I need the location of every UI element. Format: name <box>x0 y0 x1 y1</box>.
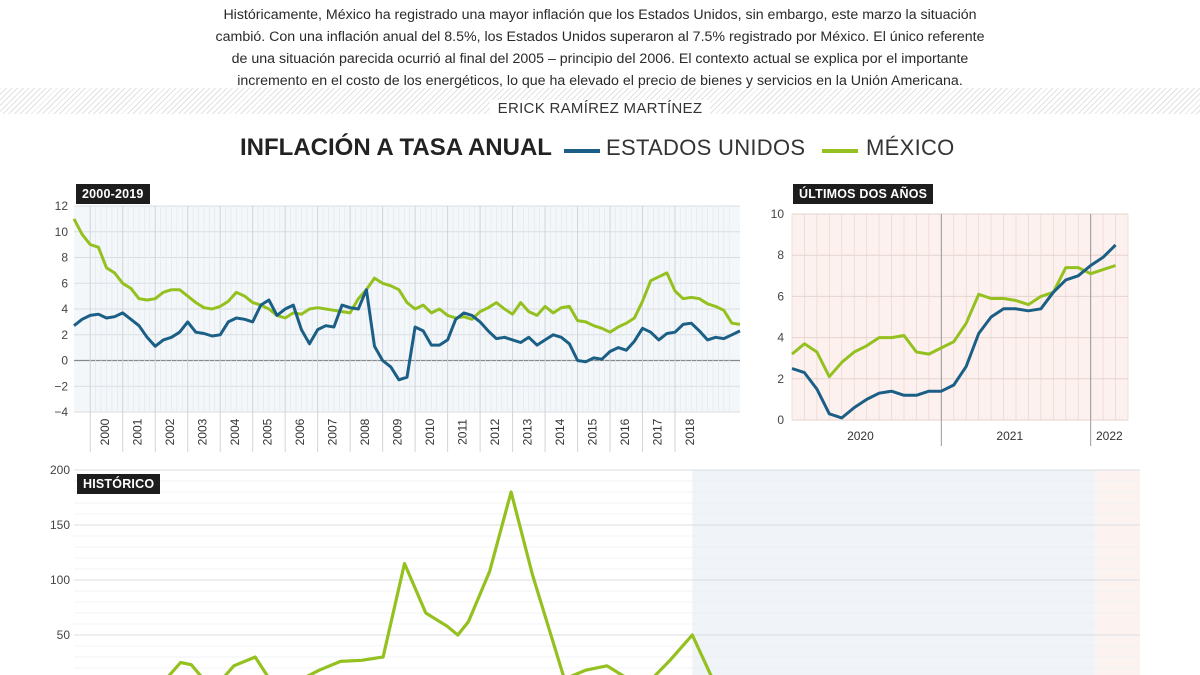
plot-background <box>792 214 1128 420</box>
x-tick-label: 2010 <box>423 418 437 445</box>
x-tick-label: 2022 <box>1096 429 1123 443</box>
x-tick-label: 2005 <box>261 418 275 445</box>
tag-historico: HISTÓRICO <box>77 474 161 494</box>
x-tick-label: 2018 <box>683 418 697 445</box>
y-tick-label: 0 <box>61 354 68 368</box>
tag-ultimos-dos-anos: ÚLTIMOS DOS AÑOS <box>793 184 934 204</box>
x-tick-label: 2012 <box>488 418 502 445</box>
legend-swatch-mx <box>822 149 858 153</box>
legend-swatch-us <box>564 149 600 153</box>
chart-2000-2019: 12 10 8 6 4 2 0 −2 −4 2000 2001 2002 2003 2004 2005 200… <box>54 199 741 452</box>
chart-title: INFLACIÓN A TASA ANUAL <box>240 134 552 161</box>
intro-line: cambió. Con una inflación anual del 8.5%… <box>215 29 985 45</box>
x-tick-label: 2002 <box>163 418 177 445</box>
y-tick-label: 10 <box>55 225 69 239</box>
legend-label-mx: MÉXICO <box>866 135 955 160</box>
y-tick-label: 0 <box>777 413 784 427</box>
x-tick-label: 2003 <box>196 418 210 445</box>
y-tick-label: 4 <box>777 331 784 345</box>
intro-line: incremento en el costo de los energético… <box>237 73 963 89</box>
y-tick-label: 200 <box>50 463 70 477</box>
y-tick-label: 150 <box>50 518 70 532</box>
y-tick-label: 8 <box>61 251 68 265</box>
y-tick-label: 2 <box>777 372 784 386</box>
x-tick-label: 2021 <box>996 429 1023 443</box>
x-tick-label: 2009 <box>391 418 405 445</box>
x-tick-label: 2007 <box>326 418 340 445</box>
series-line-mexico <box>72 218 741 334</box>
x-tick-label: 2016 <box>618 418 632 445</box>
x-tick-label: 2006 <box>293 418 307 445</box>
y-tick-label: 2 <box>61 328 68 342</box>
shaded-period-recent <box>1095 470 1140 675</box>
y-tick-label: 6 <box>777 289 784 303</box>
tag-2000-2019: 2000-2019 <box>76 184 150 204</box>
series-line-mexico <box>167 490 713 675</box>
x-tick-label: 2008 <box>358 418 372 445</box>
x-tick-label: 2000 <box>98 418 112 445</box>
x-tick-label: 2013 <box>521 418 535 445</box>
series-line-estados-unidos <box>791 243 1117 420</box>
y-tick-label: 8 <box>777 248 784 262</box>
x-tick-label: 2011 <box>456 419 470 445</box>
legend: INFLACIÓN A TASA ANUAL ESTADOS UNIDOS MÉ… <box>0 134 1200 166</box>
intro-line: de una situación parecida ocurrió al fin… <box>231 51 969 67</box>
x-tick-label: 2017 <box>651 418 665 445</box>
intro-text: Históricamente, México ha registrado una… <box>180 4 1020 92</box>
x-tick-label: 2004 <box>228 418 242 445</box>
y-tick-label: 4 <box>61 302 68 316</box>
intro-line: Históricamente, México ha registrado una… <box>223 7 977 23</box>
y-tick-label: 6 <box>61 276 68 290</box>
author-byline: ERICK RAMÍREZ MARTÍNEZ <box>0 100 1200 117</box>
y-tick-label: −4 <box>54 405 68 419</box>
y-tick-label: −2 <box>54 379 68 393</box>
shaded-period <box>692 470 1096 675</box>
y-tick-label: 10 <box>771 207 785 221</box>
chart-historico: 200 150 100 50 <box>50 463 1140 675</box>
x-tick-label: 2001 <box>131 418 145 445</box>
x-tick-label: 2020 <box>847 429 874 443</box>
series-line-mexico <box>791 264 1117 379</box>
y-tick-label: 100 <box>50 573 70 587</box>
author-name: ERICK RAMÍREZ MARTÍNEZ <box>489 100 711 117</box>
series-line-estados-unidos <box>73 288 741 382</box>
x-tick-label: 2015 <box>586 418 600 445</box>
y-tick-label: 50 <box>57 628 71 642</box>
legend-label-us: ESTADOS UNIDOS <box>606 135 806 160</box>
y-tick-label: 12 <box>55 199 69 213</box>
x-tick-label: 2014 <box>553 418 567 445</box>
